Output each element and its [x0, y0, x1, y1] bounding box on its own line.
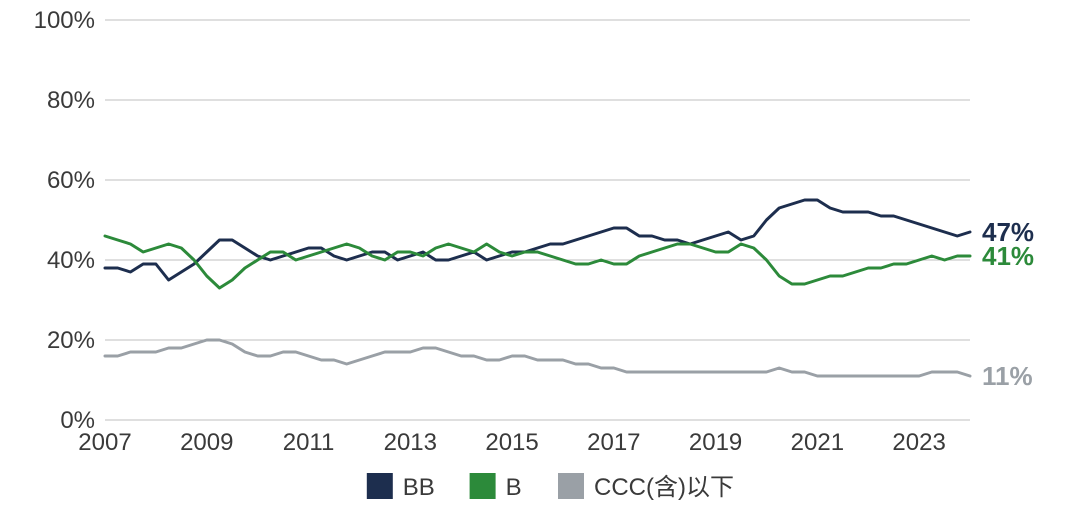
legend-label: CCC(含)以下 [594, 474, 734, 501]
legend-swatch [470, 473, 496, 499]
x-tick-label: 2009 [180, 429, 233, 456]
series-end-label: 11% [982, 361, 1033, 391]
y-tick-label: 60% [47, 167, 95, 194]
x-tick-label: 2015 [485, 429, 538, 456]
y-tick-label: 20% [47, 327, 95, 354]
y-tick-label: 80% [47, 87, 95, 114]
x-tick-label: 2013 [384, 429, 437, 456]
x-tick-label: 2023 [892, 429, 945, 456]
x-tick-label: 2017 [587, 429, 640, 456]
x-tick-label: 2021 [791, 429, 844, 456]
line-chart: 0%20%40%60%80%100%2007200920112013201520… [0, 0, 1076, 524]
y-tick-label: 40% [47, 247, 95, 274]
legend-swatch [367, 473, 393, 499]
y-tick-label: 100% [34, 7, 95, 34]
legend-swatch [558, 473, 584, 499]
x-tick-label: 2011 [283, 429, 335, 456]
legend-label: B [506, 474, 522, 501]
series-end-label: 41% [982, 241, 1034, 271]
x-tick-label: 2019 [689, 429, 742, 456]
legend-label: BB [403, 474, 435, 501]
x-tick-label: 2007 [78, 429, 131, 456]
chart-svg: 0%20%40%60%80%100%2007200920112013201520… [0, 0, 1076, 524]
